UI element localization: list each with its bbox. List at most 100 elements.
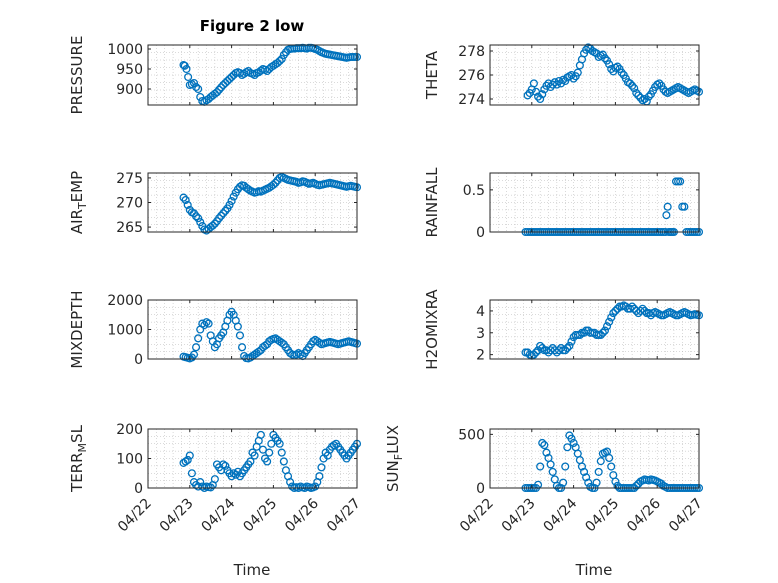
data-point (596, 330, 605, 340)
data-point (258, 445, 268, 454)
data-point (663, 202, 672, 211)
data-point (600, 326, 609, 335)
data-point (613, 62, 622, 71)
data-point (329, 441, 339, 450)
data-point (256, 430, 265, 439)
data-point (210, 219, 219, 228)
data-point (279, 457, 288, 466)
data-point (538, 90, 547, 99)
data-point (536, 462, 545, 471)
y-axis-label-4: RAINFALL (423, 167, 441, 238)
data-point (569, 74, 578, 83)
data-point (605, 60, 614, 69)
data-point (536, 341, 545, 350)
data-point (529, 350, 538, 359)
data-point (567, 434, 576, 443)
data-point (561, 346, 570, 355)
data-point (565, 341, 574, 350)
data-point (185, 451, 194, 460)
data-point (189, 350, 199, 359)
data-point (600, 54, 609, 63)
data-point (538, 344, 547, 353)
data-point (250, 451, 259, 460)
data-point (536, 94, 545, 104)
x-tick-label: 04/25 (240, 496, 280, 536)
y-tick-label: 950 (116, 62, 143, 78)
data-point (311, 482, 320, 491)
data-point (602, 322, 612, 331)
data-point (559, 478, 568, 487)
data-point (577, 462, 587, 471)
axes-box (489, 172, 700, 233)
data-point (194, 334, 203, 343)
data-point (202, 318, 211, 327)
x-tick-label: 04/23 (157, 496, 197, 536)
y-tick-label: 270 (116, 196, 143, 212)
data-point (563, 344, 572, 353)
data-point (676, 177, 685, 186)
x-tick-label: 04/25 (582, 496, 622, 536)
data-point (210, 475, 219, 484)
data-point (596, 457, 605, 466)
y-tick-label: 4 (476, 304, 485, 320)
data-point (219, 460, 228, 469)
y-tick-label: 100 (116, 452, 143, 468)
data-point (638, 304, 647, 313)
data-point (229, 469, 238, 478)
data-point (598, 328, 607, 337)
data-point (212, 88, 222, 97)
data-point (584, 478, 593, 487)
data-point (196, 478, 205, 487)
data-point (206, 483, 215, 492)
data-point (227, 196, 236, 206)
data-point (223, 76, 232, 86)
y-tick-label: 278 (458, 44, 485, 60)
data-point (569, 438, 578, 448)
x-tick-label: 04/26 (282, 495, 322, 535)
x-tick-label: 04/26 (624, 495, 664, 535)
data-point (192, 82, 201, 92)
x-tick-label: 04/22 (457, 496, 497, 536)
data-point (233, 322, 242, 331)
data-point (179, 193, 188, 202)
subplot-2: 274 276 278 THETA (423, 43, 704, 108)
data-point (221, 461, 230, 470)
data-point (592, 478, 601, 487)
data-point (582, 473, 591, 482)
data-point (277, 448, 286, 457)
y-tick-label: 500 (458, 427, 485, 443)
data-point (609, 309, 618, 318)
data-point (269, 180, 278, 189)
x-tick-label: 04/23 (499, 496, 539, 536)
y-tick-label: 274 (458, 92, 485, 108)
data-point (636, 93, 645, 102)
subplot-8: 0 500 SUNFLUX 04/22 04/23 04/24 04/25 04/26 04/2… (384, 425, 706, 535)
y-axis-label-2: THETA (423, 50, 441, 100)
data-point (217, 211, 226, 220)
y-tick-label: 0.5 (463, 183, 485, 199)
data-point (277, 338, 286, 347)
data-point (217, 83, 226, 92)
subplot-1: 900 950 1000 PRESSURE (68, 36, 362, 114)
data-point (254, 347, 263, 356)
data-point (632, 88, 641, 98)
data-point (625, 79, 635, 88)
data-point (184, 72, 193, 82)
data-point (194, 84, 203, 94)
data-point (628, 81, 637, 90)
data-point (271, 178, 280, 187)
y-tick-label: 275 (116, 171, 143, 187)
data-point (611, 477, 620, 486)
x-axis-label-left: Time (233, 561, 271, 579)
axes-box (489, 299, 700, 360)
data-point (546, 460, 555, 469)
data-point (662, 211, 671, 220)
y-tick-label: 3 (476, 326, 485, 342)
data-point (208, 221, 217, 230)
data-point (219, 80, 228, 90)
data-point (630, 84, 639, 93)
data-point (194, 214, 203, 223)
data-point (605, 317, 614, 326)
data-point (273, 58, 282, 68)
